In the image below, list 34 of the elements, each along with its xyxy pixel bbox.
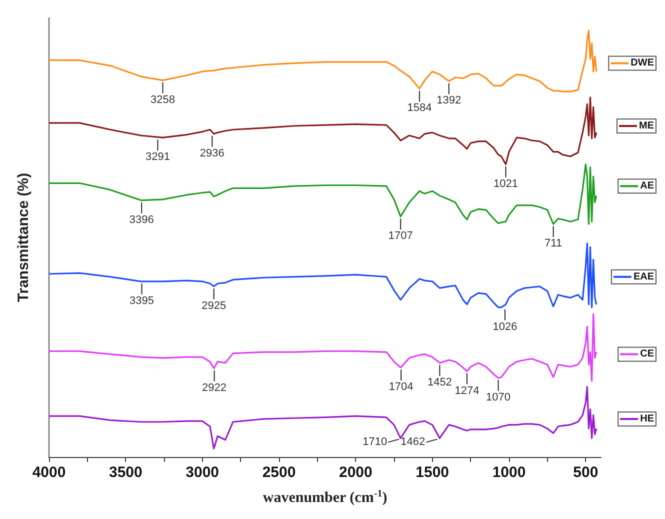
- x-tick-label: 3000: [186, 464, 220, 481]
- annotation: 1392: [436, 94, 462, 107]
- x-tick-label: 2500: [262, 464, 296, 481]
- y-axis-title: Transmittance (%): [15, 172, 32, 302]
- x-tick-label: 3500: [108, 464, 142, 481]
- annotation: 1704: [388, 381, 414, 394]
- x-tick-label: 4000: [32, 464, 66, 481]
- annotation: 3258: [150, 94, 176, 106]
- annotation: 3395: [130, 294, 154, 307]
- x-tick-label: 2000: [338, 464, 372, 481]
- legend-label: AE: [640, 180, 654, 192]
- legend-label: DWE: [630, 58, 654, 69]
- annotation: 1026: [492, 320, 518, 333]
- annotation: 2936: [200, 147, 224, 160]
- annotation: 711: [544, 238, 562, 250]
- annotation: 1584: [407, 102, 432, 114]
- annotation: 1462: [400, 436, 426, 448]
- annotation: 1707: [388, 230, 413, 242]
- annotation: 1452: [427, 376, 452, 388]
- legend-label: EAE: [633, 271, 654, 282]
- x-tick-label: 500: [573, 464, 598, 481]
- legend-label: ME: [639, 120, 654, 132]
- annotation: 3291: [145, 151, 170, 164]
- annotation: 1070: [486, 391, 511, 404]
- annotation: 3396: [129, 214, 154, 226]
- annotation: 2925: [202, 300, 226, 312]
- legend-label: CE: [640, 348, 654, 360]
- annotation: 1021: [494, 178, 518, 190]
- legend-label: HE: [640, 414, 654, 425]
- annotation: 1710: [362, 436, 388, 448]
- x-tick-label: 1000: [492, 464, 526, 481]
- annotation: 2922: [202, 382, 227, 394]
- annotation: 1274: [454, 384, 480, 397]
- x-tick-label: 1500: [416, 464, 450, 481]
